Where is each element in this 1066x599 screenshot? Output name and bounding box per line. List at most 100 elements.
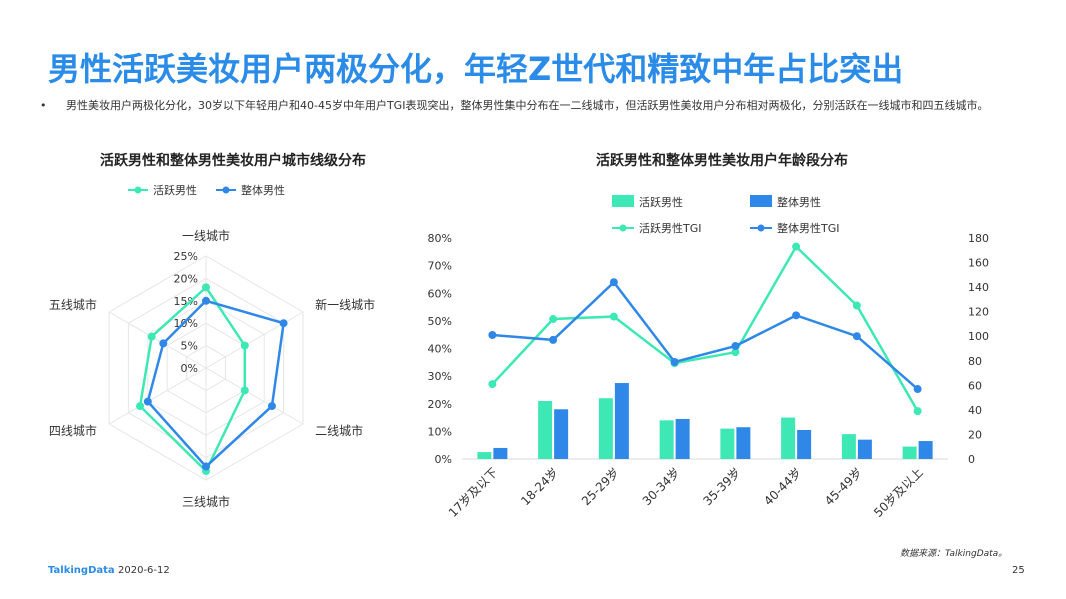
- bar: [841, 434, 856, 459]
- tgi-point: [852, 301, 861, 310]
- bar: [797, 429, 812, 459]
- bar: [477, 452, 492, 459]
- left-axis-tick-label: 20%: [428, 398, 452, 411]
- x-axis-category-label: 25-29岁: [578, 465, 622, 509]
- right-axis-tick-label: 60: [968, 379, 982, 392]
- right-axis-tick-label: 140: [968, 281, 989, 294]
- radar-point: [143, 397, 152, 406]
- radar-point: [202, 283, 210, 292]
- x-axis-category-label: 30-34岁: [639, 465, 683, 509]
- right-axis-tick-label: 100: [968, 330, 989, 343]
- legend-label: 活跃男性: [153, 183, 197, 197]
- right-axis-tick-label: 80: [968, 355, 982, 368]
- tgi-line: [492, 280, 919, 390]
- radar-point: [240, 386, 249, 395]
- tgi-point: [549, 315, 558, 324]
- x-axis-category-label: 35-39岁: [700, 465, 744, 509]
- tgi-point: [488, 380, 497, 389]
- bar: [675, 418, 690, 459]
- legend-label: 整体男性TGI: [777, 221, 840, 235]
- bar: [781, 417, 796, 459]
- legend-marker: [619, 224, 627, 232]
- radar-scale-label: 0%: [181, 362, 198, 375]
- radar-point: [202, 296, 210, 305]
- right-axis-tick-label: 0: [968, 453, 975, 466]
- summary-text: 男性美妆用户两极化分化，30岁以下年轻用户和40-45岁中年用户TGI表现突出，…: [66, 99, 989, 112]
- radar-point: [159, 339, 168, 348]
- tgi-point: [549, 335, 558, 344]
- radar-point: [267, 402, 276, 411]
- tgi-point: [488, 330, 497, 339]
- radar-scale-label: 20%: [174, 272, 198, 285]
- radar-spoke: [205, 311, 304, 369]
- x-axis-category-label: 17岁及以下: [445, 465, 500, 520]
- tgi-line: [491, 244, 919, 412]
- radar-point: [202, 462, 210, 471]
- x-axis-category-label: 40-44岁: [760, 465, 804, 509]
- radar-spoke: [108, 311, 207, 369]
- left-axis-tick-label: 40%: [428, 343, 452, 356]
- radar-point: [147, 332, 156, 341]
- tgi-point: [731, 348, 740, 357]
- tgi-point: [609, 278, 618, 287]
- radar-category-label: 三线城市: [182, 494, 230, 509]
- radar-scale-label: 5%: [181, 340, 198, 353]
- right-axis-tick-label: 180: [968, 232, 989, 245]
- bar: [598, 398, 613, 459]
- bar: [902, 446, 917, 459]
- x-axis-category-label: 50岁及以上: [870, 465, 925, 520]
- tgi-point: [852, 332, 861, 341]
- radar-category-label: 一线城市: [182, 228, 230, 243]
- footer-logo: TalkingData: [48, 565, 115, 576]
- left-axis-tick-label: 70%: [428, 260, 452, 273]
- bullet-marker: •: [40, 99, 47, 112]
- radar-category-label: 五线城市: [49, 297, 97, 312]
- data-source-note: 数据来源：TalkingData。: [900, 549, 1008, 559]
- bar: [659, 420, 674, 459]
- radar-chart: 活跃男性 整体男性0%5%10%15%20%25%一线城市新一线城市二线城市三线城…: [49, 183, 375, 509]
- legend-label: 整体男性: [777, 195, 821, 209]
- x-axis-category-label: 45-49岁: [821, 465, 865, 509]
- legend-marker: [222, 186, 230, 194]
- legend-marker: [134, 186, 142, 194]
- legend-label: 活跃男性: [639, 195, 683, 209]
- bar: [614, 383, 629, 459]
- right-axis-tick-label: 120: [968, 306, 989, 319]
- legend-swatch: [612, 195, 634, 207]
- legend-label: 整体男性: [241, 183, 285, 197]
- left-axis-tick-label: 30%: [428, 370, 452, 383]
- legend-swatch: [750, 195, 772, 207]
- radar-spoke: [205, 367, 304, 425]
- radar-scale-label: 25%: [174, 250, 198, 263]
- bar: [857, 439, 872, 459]
- legend-label: 活跃男性TGI: [639, 221, 702, 235]
- bar: [736, 427, 751, 459]
- tgi-point: [792, 242, 801, 251]
- tgi-point: [731, 342, 740, 351]
- page-title: 男性活跃美妆用户两极分化，年轻Z世代和精致中年占比突出: [48, 50, 904, 88]
- right-axis-tick-label: 20: [968, 428, 982, 441]
- radar-scale-label: 15%: [174, 295, 198, 308]
- summary-bullet: • 男性美妆用户两极化分化，30岁以下年轻用户和40-45岁中年用户TGI表现突…: [40, 98, 1030, 114]
- x-axis-category-label: 18-24岁: [517, 465, 561, 509]
- radar-category-label: 二线城市: [315, 423, 363, 438]
- bar: [554, 409, 569, 459]
- radar-category-label: 新一线城市: [315, 297, 375, 312]
- radar-chart-title: 活跃男性和整体男性美妆用户城市线级分布: [100, 153, 366, 169]
- tgi-point: [913, 407, 922, 416]
- radar-category-label: 四线城市: [49, 423, 97, 438]
- bar: [720, 428, 735, 459]
- bar: [538, 400, 553, 459]
- left-axis-tick-label: 80%: [428, 232, 452, 245]
- footer-date: 2020-6-12: [118, 565, 170, 576]
- right-axis-tick-label: 40: [968, 404, 982, 417]
- left-axis-tick-label: 10%: [428, 425, 452, 438]
- combo-chart-title: 活跃男性和整体男性美妆用户年龄段分布: [596, 153, 848, 169]
- tgi-point: [792, 311, 801, 320]
- radar-point: [279, 319, 288, 328]
- tgi-point: [609, 312, 618, 321]
- page-number: 25: [1012, 565, 1025, 576]
- radar-series-line: [146, 299, 285, 469]
- legend-marker: [757, 224, 765, 232]
- bar: [493, 447, 508, 459]
